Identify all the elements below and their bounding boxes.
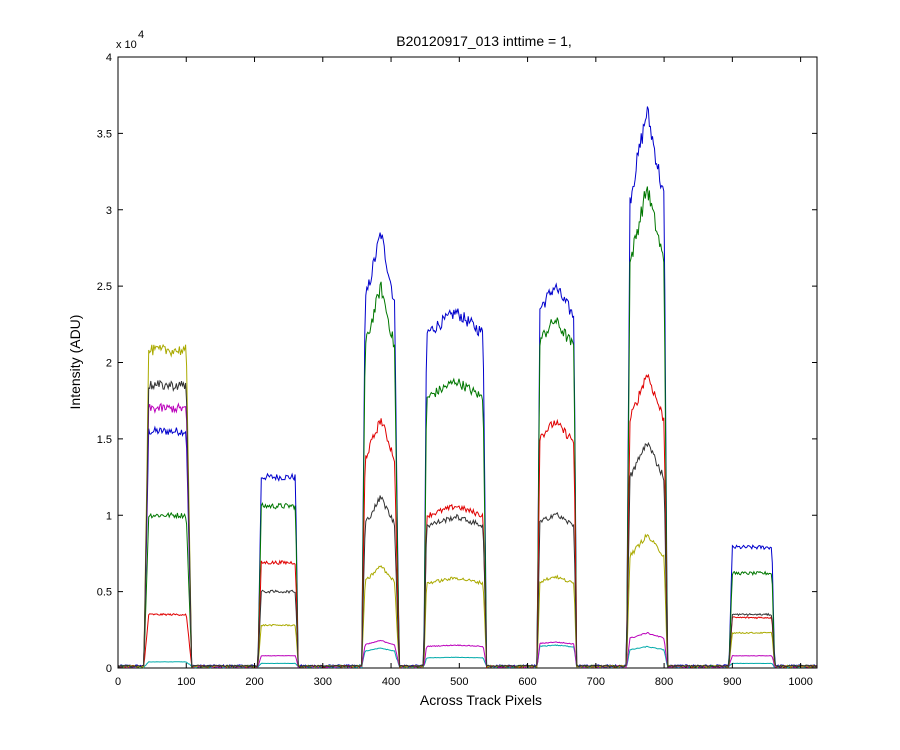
x-tick-label: 0 <box>115 676 121 688</box>
y-axis-label: Intensity (ADU) <box>67 315 83 410</box>
y-tick-label: 0.5 <box>97 587 112 599</box>
chart-title: B20120917_013 inttime = 1, <box>396 33 572 49</box>
tick-layer: 0 100 200 300 400 500 600 700 800 900 1000 0 0.5 1 1.5… <box>97 52 817 688</box>
x-tick-label: 200 <box>245 676 263 688</box>
x-tick-label: 700 <box>587 676 605 688</box>
x-tick-label: 300 <box>314 676 332 688</box>
y-tick-label: 3.5 <box>97 128 112 140</box>
y-tick-label: 0 <box>106 663 112 675</box>
y-exponent-power: 4 <box>138 29 144 41</box>
y-tick-label: 1 <box>106 510 112 522</box>
y-tick-label: 3 <box>106 205 112 217</box>
y-tick-label: 1.5 <box>97 434 112 446</box>
x-axis-label: Across Track Pixels <box>420 692 542 708</box>
x-tick-label: 100 <box>177 676 195 688</box>
plot-area <box>117 56 818 669</box>
x-tick-label: 1000 <box>788 676 812 688</box>
y-exponent-label: x 10 <box>116 39 137 51</box>
x-tick-label: 900 <box>723 676 741 688</box>
series-line-7 <box>117 379 817 669</box>
x-tick-label: 400 <box>382 676 400 688</box>
x-tick-label: 500 <box>450 676 468 688</box>
x-tick-label: 600 <box>518 676 536 688</box>
y-tick-label: 2 <box>106 358 112 370</box>
x-tick-label: 800 <box>655 676 673 688</box>
series-layer <box>117 106 817 669</box>
y-tick-label: 2.5 <box>97 281 112 293</box>
y-tick-label: 4 <box>106 52 112 64</box>
